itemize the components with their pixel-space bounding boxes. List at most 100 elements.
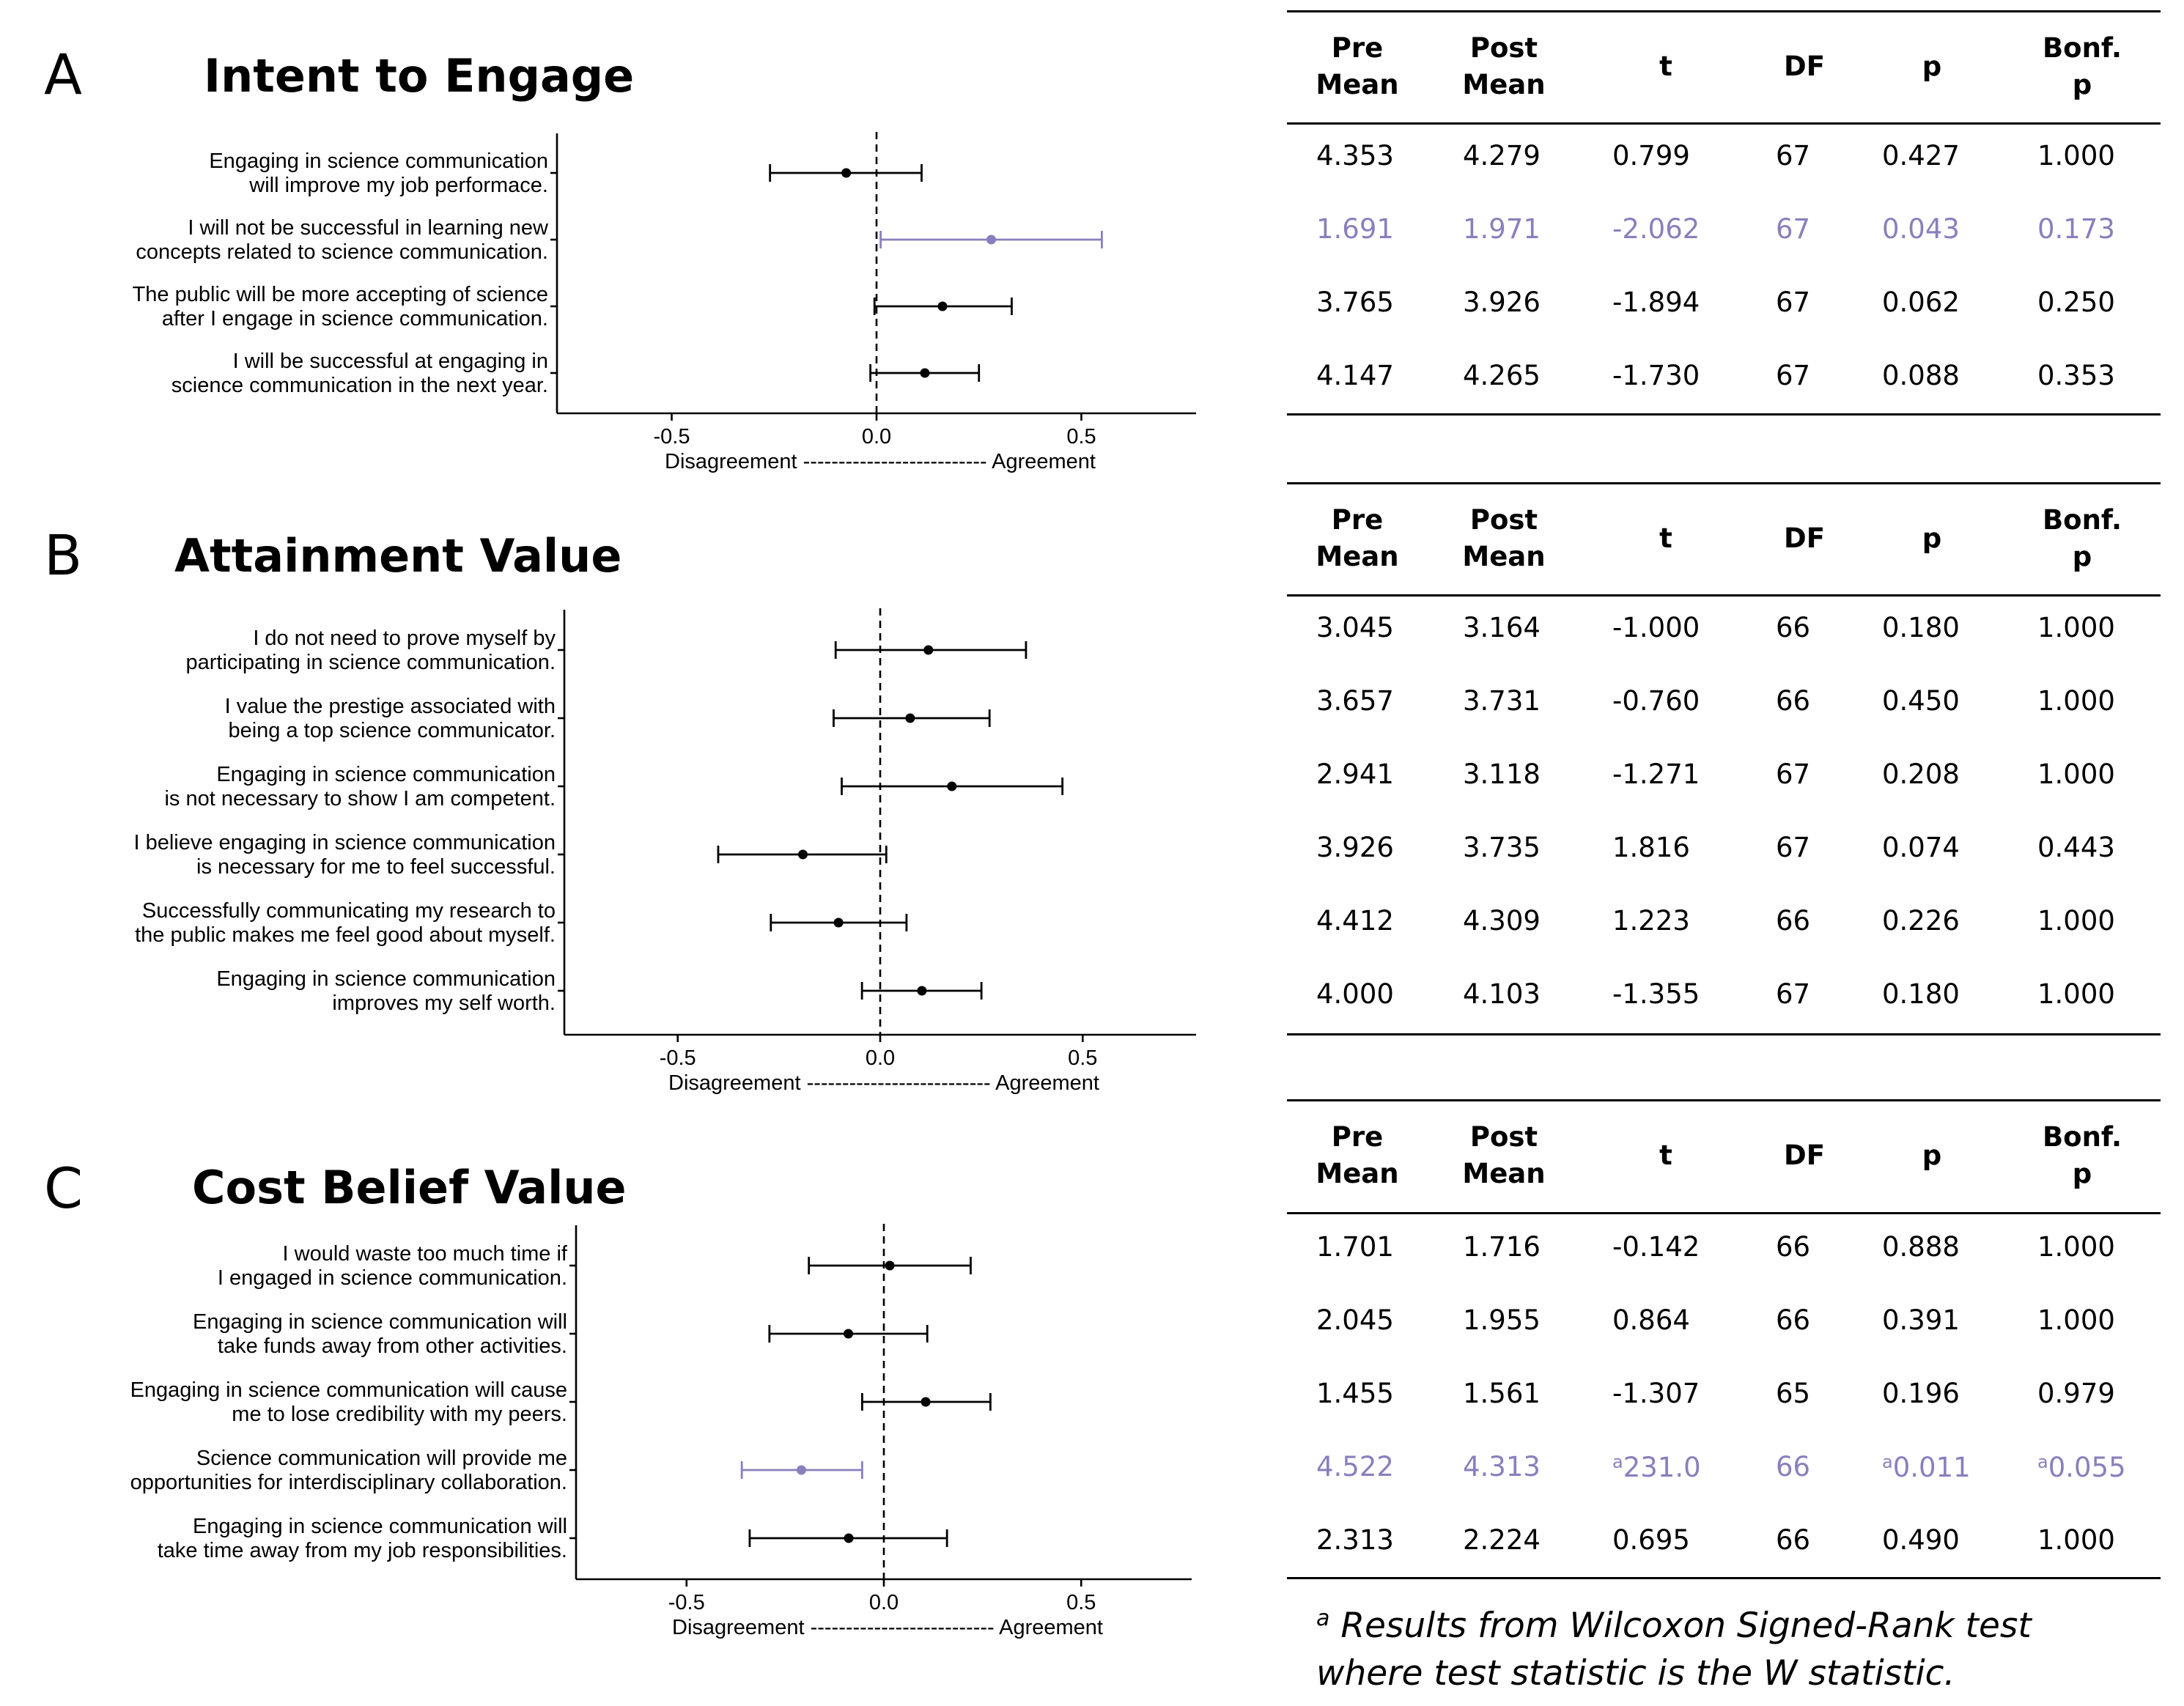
table-cell-value: 67 — [1776, 140, 1811, 171]
table-cell-value: 0.353 — [2037, 360, 2115, 391]
header-line: Post — [1469, 32, 1538, 64]
table-cell-value: -0.760 — [1612, 685, 1700, 717]
stats-table-attainment-value: Pre Mean Post Mean t DF p Bonf. p 3.045 3.164 -1.00… — [1287, 0, 2161, 1706]
header-p: p — [1866, 1137, 1998, 1174]
table-cell-value: 0.450 — [1882, 685, 1960, 717]
table-cell-pre: 3.657 — [1316, 687, 1394, 714]
table-cell-t: -1.271 — [1612, 761, 1700, 788]
item-label-line: Engaging in science communication will c… — [130, 1378, 567, 1402]
table-cell-bonf: 1.000 — [2037, 614, 2115, 641]
header-line: t — [1659, 50, 1672, 82]
table-cell-value: 0.180 — [1882, 978, 1960, 1010]
table-cell-t: 1.816 — [1612, 834, 1690, 861]
header-line: Mean — [1316, 1158, 1399, 1189]
item-label: I do not need to prove myself by particip… — [185, 627, 556, 674]
item-label-line: I would waste too much time if — [283, 1242, 568, 1266]
table-cell-value: 3.045 — [1316, 612, 1394, 643]
table-cell-value: 0.226 — [1882, 905, 1960, 937]
item-label-line: I value the prestige associated with — [225, 695, 556, 718]
wilcoxon-marker: a — [2037, 1452, 2048, 1472]
header-line: t — [1659, 522, 1672, 554]
estimate-point — [796, 1465, 806, 1475]
estimate-point — [920, 368, 930, 378]
table-cell-value: 3.735 — [1463, 832, 1541, 863]
header-t: t — [1600, 1137, 1732, 1174]
table-header-rule — [1287, 594, 2161, 597]
table-cell-bonf: 1.000 — [2037, 761, 2115, 788]
item-label: Successfully communicating my research t… — [135, 899, 556, 947]
table-cell-value: 66 — [1776, 1304, 1811, 1336]
estimate-point — [797, 849, 808, 860]
table-top-rule — [1287, 1099, 2161, 1101]
table-cell-value: 67 — [1776, 832, 1811, 863]
x-tick-label: 0.5 — [1066, 1591, 1096, 1614]
item-label-line: me to lose credibility with my peers. — [232, 1403, 567, 1426]
item-label-line: I do not need to prove myself by — [253, 627, 556, 650]
item-label: Engaging in science communication will ta… — [193, 1310, 567, 1358]
stats-table-intent-to-engage: Pre Mean Post Mean t DF p Bonf. p 4.353 4.279 0.799… — [1287, 0, 2161, 1706]
table-cell-value: 4.147 — [1316, 360, 1394, 391]
table-cell-df: 67 — [1776, 215, 1810, 243]
table-cell-p: 0.888 — [1882, 1233, 1960, 1260]
table-cell-value: 4.309 — [1463, 905, 1541, 937]
item-label: Science communication will provide me opp… — [130, 1447, 567, 1494]
header-line: Bonf. — [2042, 503, 2122, 536]
item-label-line: concepts related to science communicatio… — [136, 240, 548, 264]
table-cell-post: 3.926 — [1463, 289, 1541, 316]
table-cell-bonf: 1.000 — [2037, 1233, 2115, 1260]
header-line: p — [1922, 522, 1942, 554]
header-line: p — [2072, 1158, 2092, 1189]
wilcoxon-marker: a — [1882, 1452, 1893, 1472]
estimate-point — [947, 781, 957, 791]
table-cell-value: 3.731 — [1463, 685, 1541, 717]
table-cell-value: 3.164 — [1463, 612, 1541, 643]
x-tick-label: 0.0 — [869, 1591, 899, 1614]
table-cell-p: 0.427 — [1882, 142, 1960, 169]
table-cell-value: 3.118 — [1463, 758, 1541, 790]
item-label-line: improves my self worth. — [332, 992, 556, 1015]
table-cell-df: 67 — [1776, 981, 1810, 1008]
table-cell-post: 4.313 — [1463, 1453, 1541, 1480]
item-label-line: is not necessary to show I am competent. — [164, 787, 556, 810]
table-cell-post: 3.731 — [1463, 687, 1541, 714]
table-cell-post: 2.224 — [1463, 1526, 1541, 1554]
table-cell-p: 0.043 — [1882, 215, 1960, 243]
item-label-line: Engaging in science communication will — [193, 1515, 567, 1538]
table-cell-value: 1.000 — [2037, 685, 2115, 717]
table-cell-post: 3.118 — [1463, 761, 1541, 788]
table-cell-pre: 4.147 — [1316, 362, 1394, 389]
panel-title-b: Attainment Value — [174, 529, 622, 583]
header-line: DF — [1784, 50, 1825, 82]
table-cell-value: 4.265 — [1463, 360, 1541, 391]
x-tick-label: 0.0 — [862, 425, 891, 448]
table-cell-value: 4.103 — [1463, 978, 1541, 1010]
table-cell-df: 66 — [1776, 687, 1810, 714]
header-p: p — [1866, 520, 1998, 557]
table-cell-t: a231.0 — [1612, 1453, 1701, 1481]
table-cell-value: 0.490 — [1882, 1524, 1960, 1556]
table-cell-value: 1.971 — [1463, 213, 1541, 245]
estimate-point — [844, 1533, 854, 1543]
table-cell-p: 0.208 — [1882, 761, 1960, 788]
table-cell-value: 66 — [1776, 1231, 1811, 1263]
item-label: Engaging in science communication improve… — [216, 967, 556, 1015]
item-label-line: Engaging in science communication — [209, 149, 548, 173]
table-cell-t: -0.142 — [1612, 1233, 1700, 1260]
table-cell-value: 67 — [1776, 213, 1811, 245]
table-cell-post: 4.265 — [1463, 362, 1541, 389]
table-cell-t: -1.307 — [1612, 1380, 1700, 1407]
header-post-mean: Post Mean — [1438, 502, 1570, 575]
table-cell-value: 0.888 — [1882, 1231, 1960, 1263]
table-cell-value: 2.313 — [1316, 1524, 1394, 1556]
table-cell-pre: 3.926 — [1316, 834, 1394, 861]
item-label: I will not be successful in learning new… — [136, 216, 549, 264]
table-cell-df: 66 — [1776, 1526, 1810, 1554]
table-cell-value: 0.011 — [1892, 1452, 1971, 1483]
table-cell-p: 0.088 — [1882, 362, 1960, 389]
table-cell-value: 1.000 — [2037, 612, 2115, 643]
item-label-line: opportunities for interdisciplinary coll… — [130, 1471, 567, 1494]
table-cell-bonf: 1.000 — [2037, 981, 2115, 1008]
table-cell-value: 4.353 — [1316, 140, 1394, 171]
table-cell-value: 1.000 — [2037, 758, 2115, 790]
